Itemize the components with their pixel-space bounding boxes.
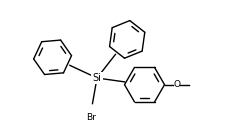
Text: Si: Si bbox=[92, 73, 101, 83]
Text: O: O bbox=[173, 80, 180, 89]
Text: Br: Br bbox=[87, 113, 97, 122]
